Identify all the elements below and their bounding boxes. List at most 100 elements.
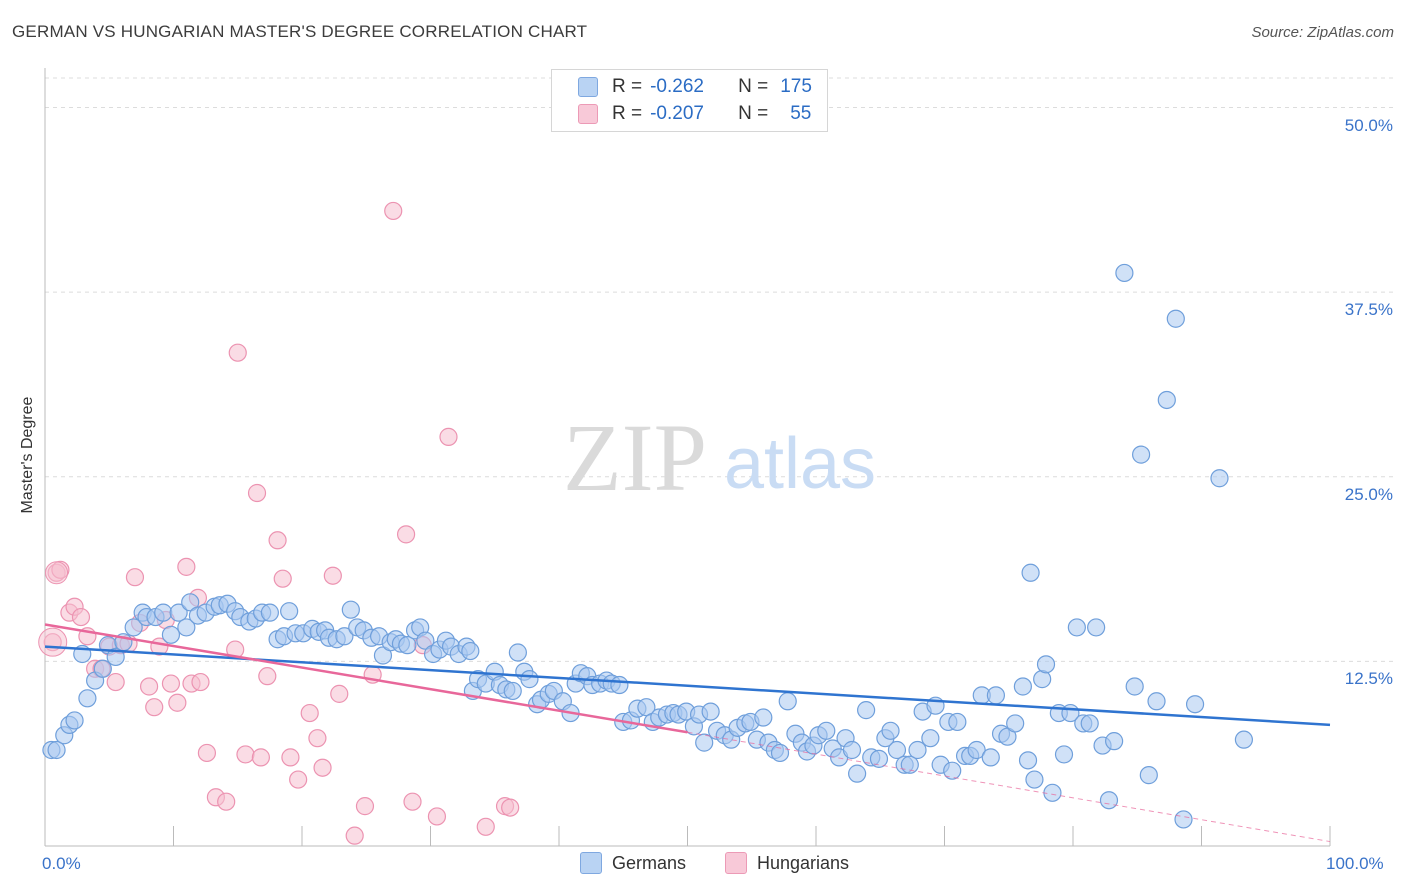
german-point bbox=[921, 729, 940, 748]
german-point bbox=[47, 740, 66, 760]
hungarian-point bbox=[308, 729, 327, 748]
germans-label: Germans bbox=[612, 852, 687, 873]
german-point bbox=[1054, 745, 1074, 764]
gridlines bbox=[45, 77, 1395, 662]
hungarian-point bbox=[323, 566, 342, 585]
german-point bbox=[1021, 563, 1040, 582]
german-point bbox=[869, 749, 889, 768]
german-point bbox=[857, 701, 876, 720]
german-point bbox=[1006, 714, 1025, 733]
german-point bbox=[900, 755, 919, 774]
german-point bbox=[106, 647, 125, 667]
hungarian-point bbox=[313, 758, 332, 777]
x-tick-left: 0.0% bbox=[42, 854, 81, 873]
german-point bbox=[848, 764, 867, 783]
german-point bbox=[280, 602, 299, 621]
german-point bbox=[1166, 309, 1185, 328]
german-point bbox=[1185, 695, 1205, 714]
legend-n-label: N = bbox=[738, 103, 769, 124]
hungarian-point bbox=[247, 483, 267, 503]
legend-n-value: 175 bbox=[780, 76, 812, 97]
german-point bbox=[754, 708, 773, 727]
hungarians-label: Hungarians bbox=[757, 852, 850, 873]
hungarian-point bbox=[228, 343, 247, 362]
german-point bbox=[398, 636, 417, 655]
legend-row-hungarians: R = -0.207 N = 55 bbox=[578, 103, 811, 125]
german-point bbox=[177, 618, 196, 637]
german-point bbox=[981, 748, 1000, 767]
german-point bbox=[341, 600, 360, 619]
hungarian-point bbox=[251, 748, 270, 767]
german-point bbox=[881, 721, 900, 740]
hungarian-point bbox=[145, 698, 164, 717]
legend-swatch-blue bbox=[578, 77, 598, 97]
german-point bbox=[169, 603, 188, 622]
german-point bbox=[1025, 770, 1044, 789]
hungarian-point bbox=[300, 703, 319, 723]
hungarian-point bbox=[161, 674, 181, 693]
german-point bbox=[260, 603, 279, 622]
german-point bbox=[154, 603, 173, 622]
german-point bbox=[93, 659, 112, 678]
german-point bbox=[1157, 390, 1176, 410]
source-label: Source: ZipAtlas.com bbox=[1251, 24, 1394, 41]
legend-row-germans: R = -0.262 N = 175 bbox=[578, 76, 812, 98]
hungarian-point bbox=[197, 743, 217, 763]
hungarian-point bbox=[439, 427, 458, 446]
hungarian-point bbox=[168, 693, 187, 712]
german-point bbox=[508, 643, 527, 662]
german-point bbox=[335, 627, 354, 646]
hungarian-point-large bbox=[45, 561, 69, 585]
german-point bbox=[124, 618, 143, 637]
german-point bbox=[1080, 714, 1099, 733]
german-point bbox=[1234, 730, 1254, 749]
watermark: ZIP atlas bbox=[563, 404, 876, 511]
german-point bbox=[770, 743, 790, 763]
hungarian-point bbox=[501, 798, 520, 817]
hungarian-point bbox=[355, 797, 375, 816]
german-point bbox=[1043, 783, 1062, 802]
german-point bbox=[695, 733, 714, 752]
german-point bbox=[1018, 751, 1038, 770]
legend-n-label: N = bbox=[738, 76, 769, 97]
legend-swatch-pink bbox=[578, 104, 598, 124]
legend-germans: Germans bbox=[580, 852, 686, 874]
german-point bbox=[1210, 469, 1229, 488]
trend-lines bbox=[44, 623, 1331, 843]
hungarian-point bbox=[289, 770, 308, 789]
german-point bbox=[78, 689, 97, 708]
german-point bbox=[908, 740, 927, 760]
hungarian-point bbox=[281, 748, 300, 767]
german-point bbox=[65, 711, 84, 730]
hungarian-point bbox=[191, 672, 210, 692]
hungarian-point bbox=[217, 792, 236, 811]
german-point bbox=[1147, 692, 1166, 711]
hungarian-point bbox=[106, 672, 125, 692]
legend-r-label: R = bbox=[612, 103, 643, 124]
german-point bbox=[948, 712, 967, 732]
x-tick-right: 100.0% bbox=[1326, 854, 1384, 873]
german-point bbox=[1087, 618, 1106, 637]
hungarian-point bbox=[268, 531, 287, 550]
german-point bbox=[986, 686, 1006, 705]
hungarians-trend-line bbox=[44, 623, 688, 734]
hungarian-point bbox=[427, 807, 447, 826]
german-point bbox=[1105, 732, 1124, 751]
german-point bbox=[701, 702, 720, 721]
german-point bbox=[461, 641, 480, 661]
german-point bbox=[503, 681, 522, 701]
german-point bbox=[520, 670, 539, 689]
y-tick-label: 25.0% bbox=[1344, 484, 1393, 504]
series-legend: Germans Hungarians bbox=[0, 852, 1406, 876]
german-point bbox=[1174, 810, 1193, 829]
legend-r-value: -0.262 bbox=[650, 76, 704, 97]
german-point bbox=[161, 625, 181, 644]
hungarians-trend-extension bbox=[687, 731, 1331, 843]
hungarian-point bbox=[396, 525, 416, 544]
hungarian-point bbox=[345, 826, 364, 845]
hungarian-point bbox=[125, 568, 145, 587]
legend-n-value: 55 bbox=[790, 103, 812, 124]
hungarian-point bbox=[71, 607, 91, 627]
german-point bbox=[1132, 445, 1151, 464]
